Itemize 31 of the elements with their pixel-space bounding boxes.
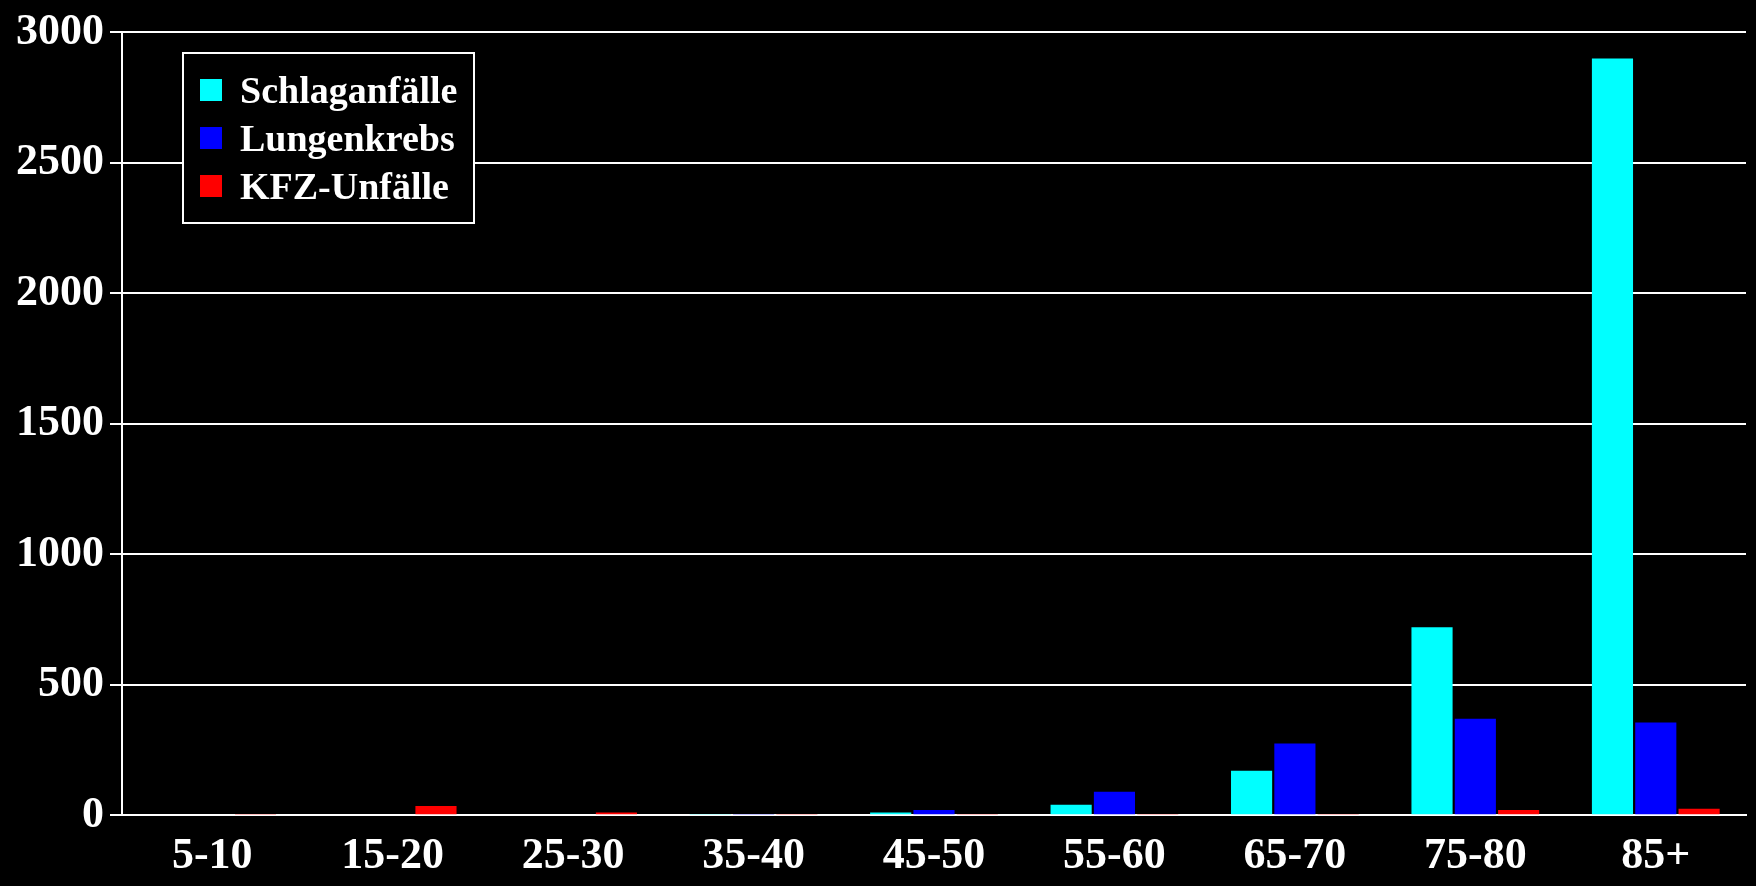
- x-tick-label: 75-80: [1424, 828, 1527, 878]
- y-tick-label: 1500: [16, 396, 104, 446]
- x-tick-label: 35-40: [702, 828, 805, 878]
- y-tick-label: 2000: [16, 265, 104, 315]
- bar: [1231, 770, 1273, 815]
- x-tick-label: 45-50: [882, 828, 986, 878]
- legend-label: Lungenkrebs: [240, 116, 455, 161]
- y-tick-label: 3000: [16, 4, 104, 54]
- bar: [1093, 791, 1136, 815]
- x-tick-label: 15-20: [341, 828, 444, 878]
- legend-label: Schlaganfälle: [240, 68, 458, 113]
- x-tick-label: 55-60: [1063, 828, 1166, 878]
- bar: [1498, 809, 1540, 815]
- y-tick-label: 2500: [16, 135, 104, 185]
- x-tick-label: 65-70: [1243, 828, 1347, 878]
- y-tick-label: 0: [82, 787, 104, 837]
- bar: [1411, 627, 1453, 815]
- legend-label: KFZ-Unfälle: [240, 164, 449, 209]
- bar: [415, 806, 457, 815]
- bar: [1678, 808, 1720, 815]
- x-tick-label: 85+: [1621, 828, 1691, 878]
- bar: [913, 809, 955, 815]
- bar: [1274, 743, 1316, 815]
- x-tick-label: 5-10: [171, 828, 253, 878]
- bar: [1454, 718, 1496, 815]
- x-tick-label: 25-30: [521, 828, 625, 878]
- bar: [1050, 804, 1092, 815]
- bar: [1635, 722, 1677, 815]
- y-tick-label: 500: [38, 657, 104, 707]
- bar: [1591, 58, 1634, 815]
- y-tick-label: 1000: [16, 526, 104, 576]
